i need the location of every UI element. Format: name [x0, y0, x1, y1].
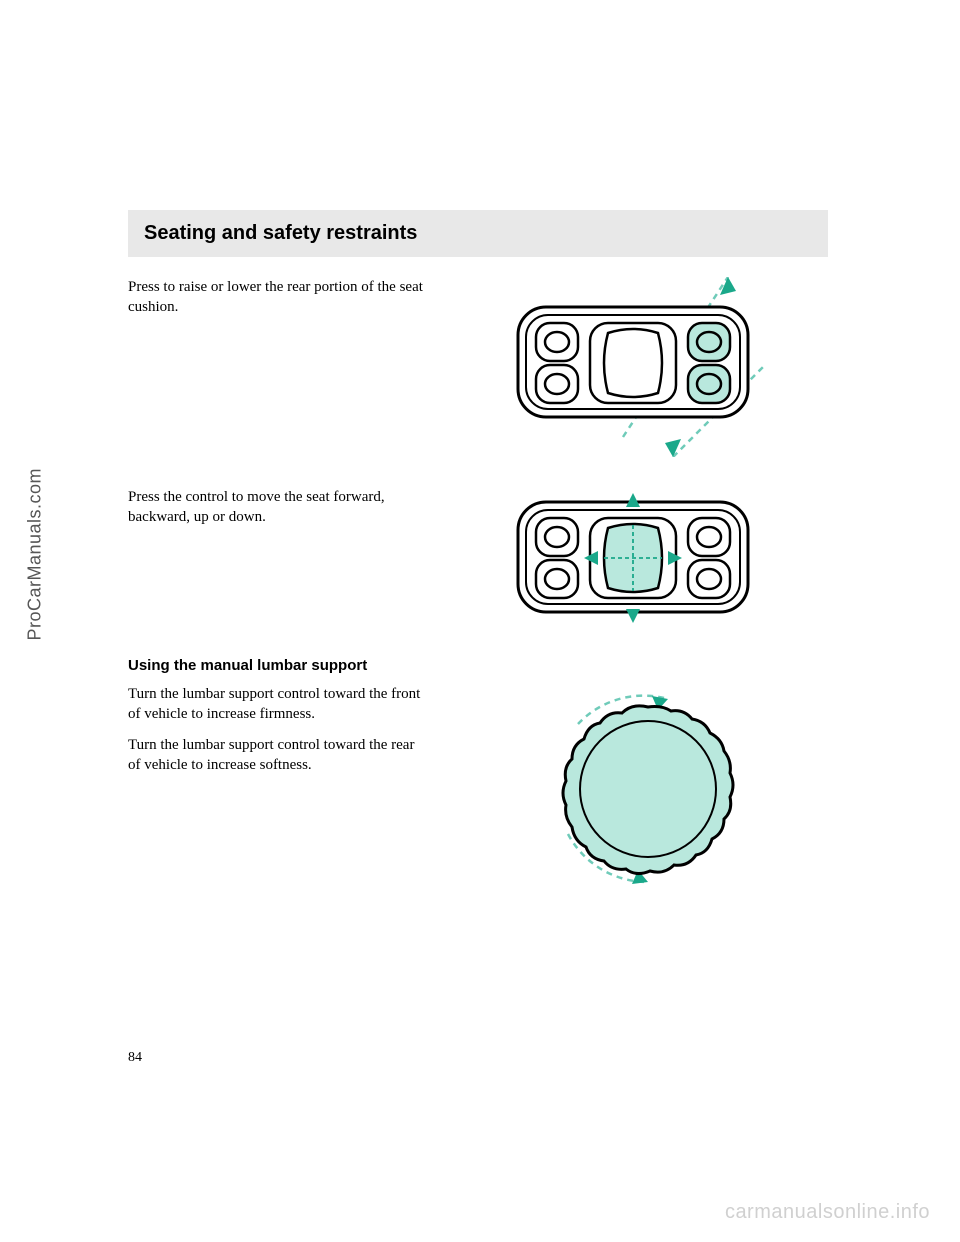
section-header: Seating and safety restraints	[128, 210, 828, 257]
footer-watermark: carmanualsonline.info	[725, 1201, 930, 1224]
section-title: Seating and safety restraints	[144, 222, 812, 245]
page-content: Seating and safety restraints Press to r…	[128, 210, 828, 924]
section-rear-cushion: Press to raise or lower the rear portion…	[128, 277, 828, 457]
section-move-seat: Press the control to move the seat forwa…	[128, 487, 828, 627]
section-lumbar: Using the manual lumbar support Turn the…	[128, 657, 828, 894]
body-text: Press to raise or lower the rear portion…	[128, 277, 428, 318]
sidebar-watermark: ProCarManuals.com	[25, 468, 46, 641]
page-number: 84	[128, 1050, 142, 1066]
body-text: Press the control to move the seat forwa…	[128, 487, 428, 528]
seat-control-diagram-move	[508, 487, 768, 627]
subheading: Using the manual lumbar support	[128, 657, 828, 674]
lumbar-knob-diagram	[518, 684, 758, 894]
body-text: Turn the lumbar support control toward t…	[128, 735, 428, 776]
body-text: Turn the lumbar support control toward t…	[128, 684, 428, 725]
seat-control-diagram-rear	[498, 277, 778, 457]
